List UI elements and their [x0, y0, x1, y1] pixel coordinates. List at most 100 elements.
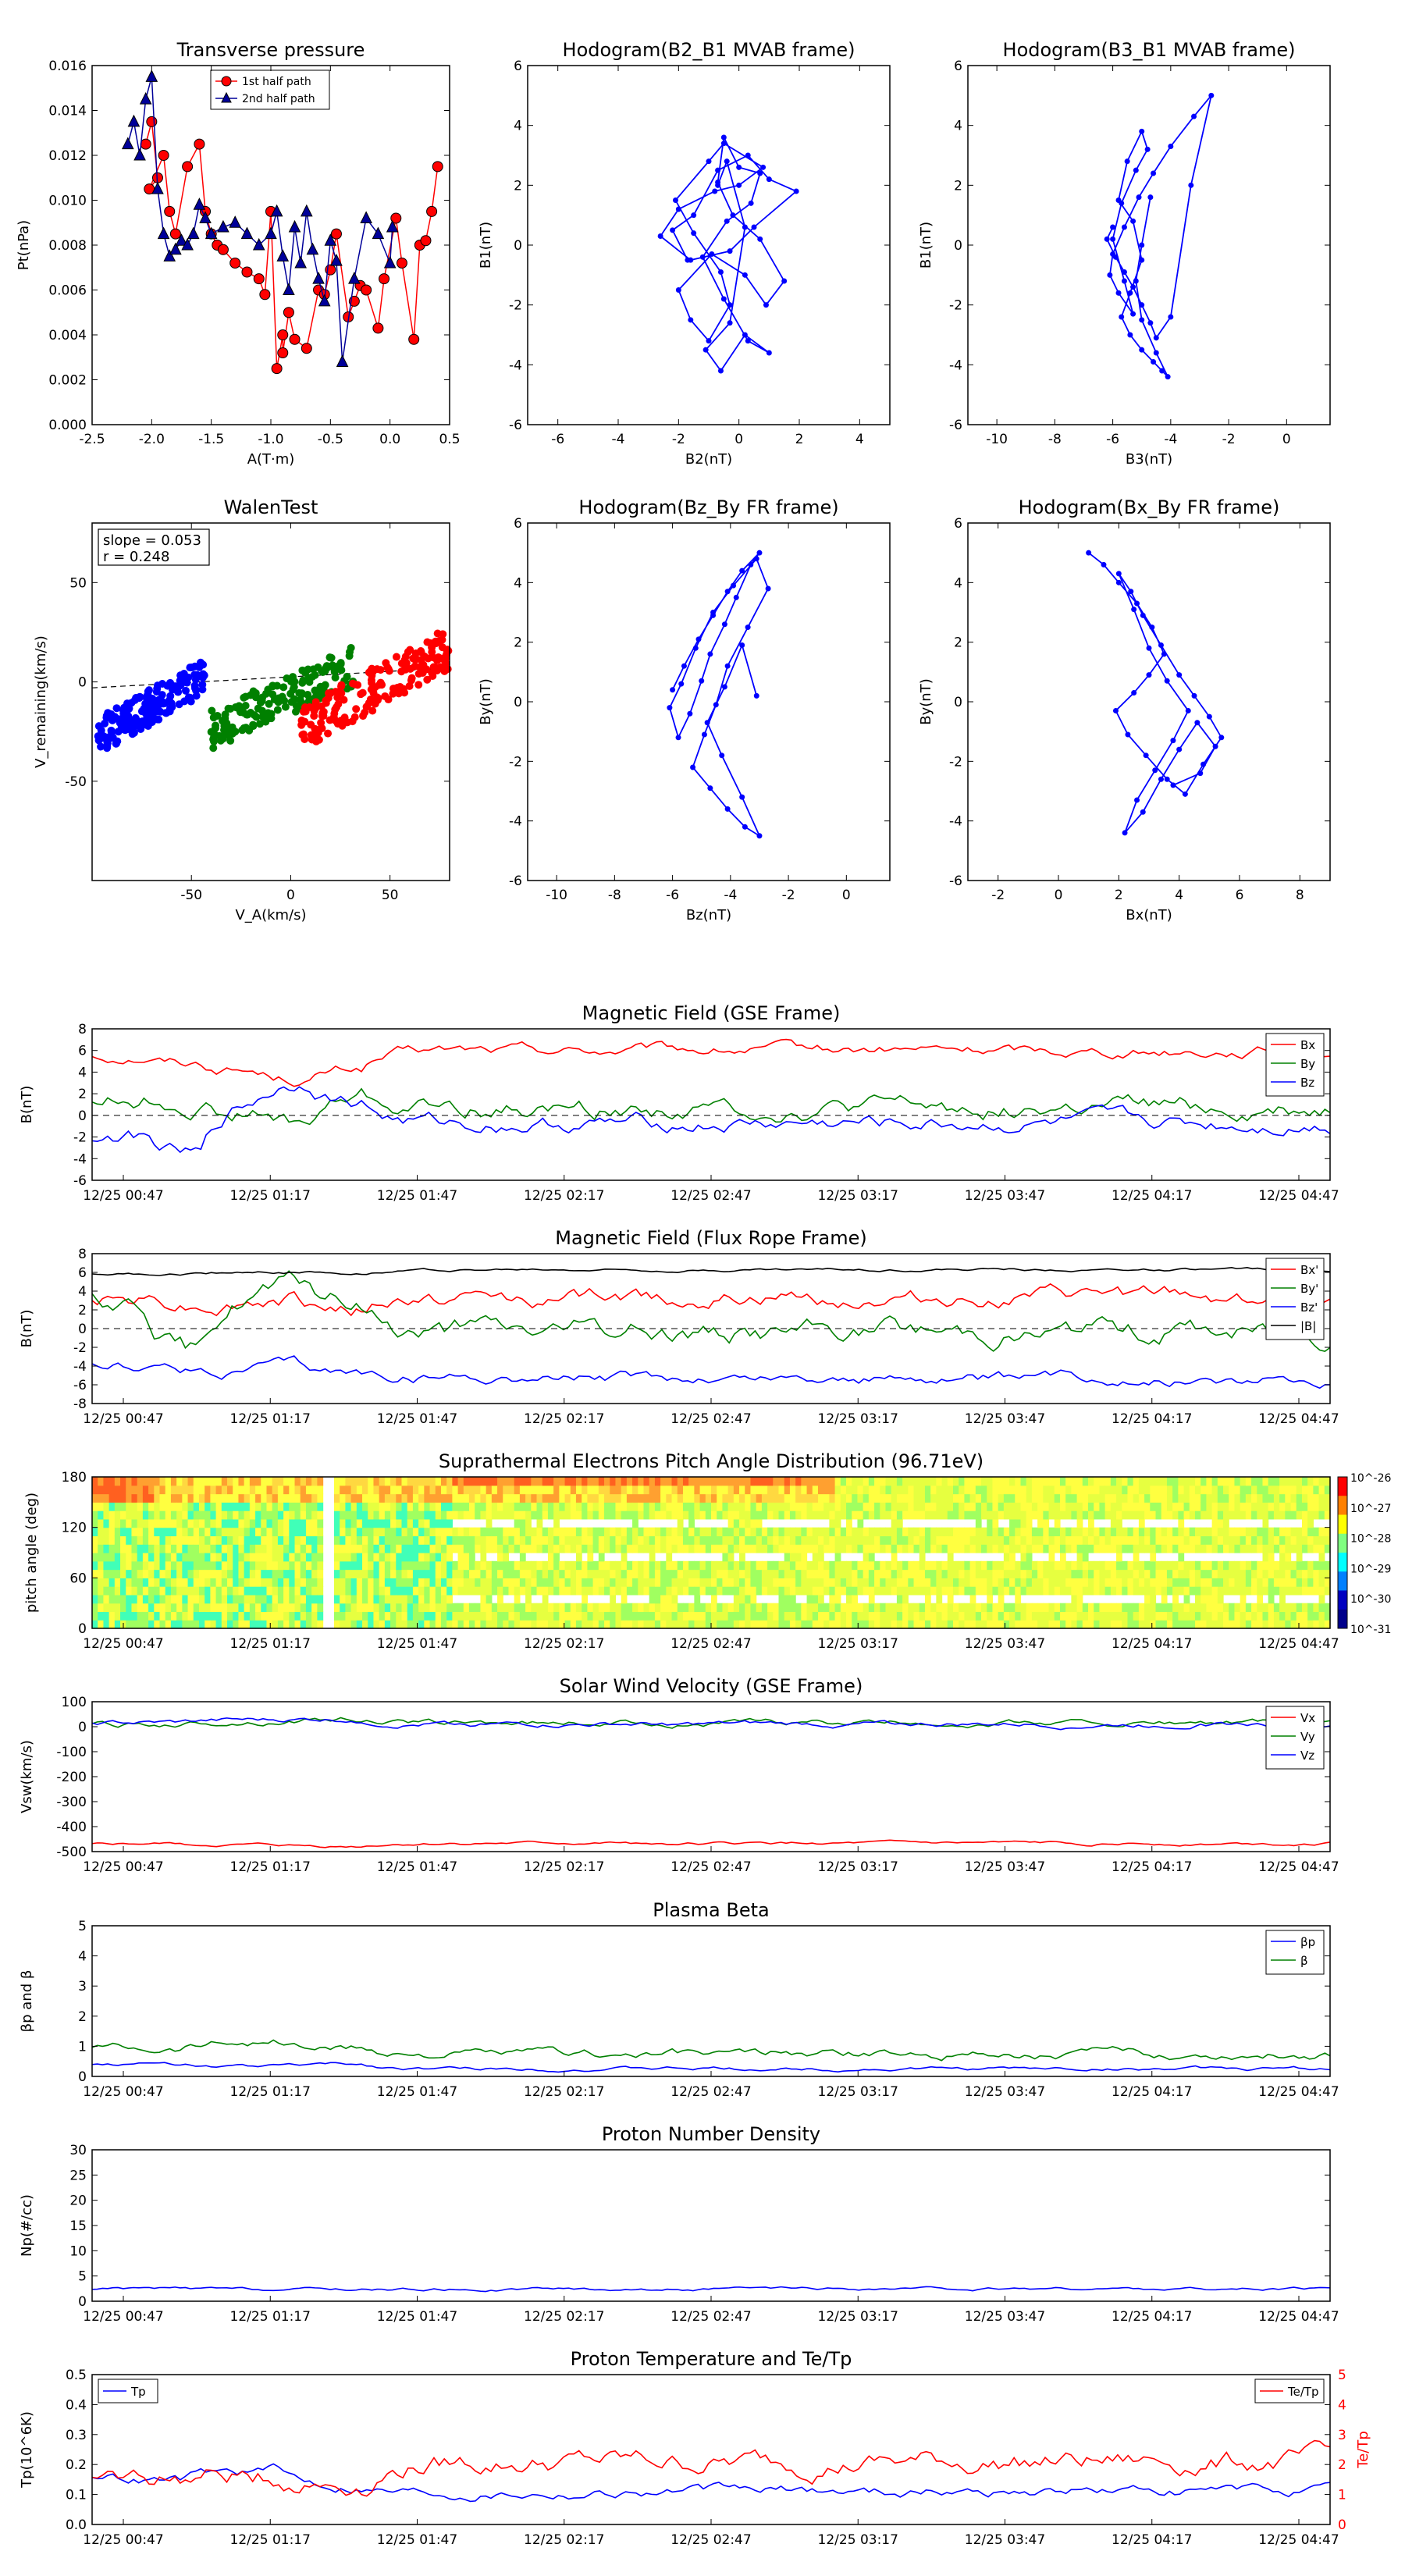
heatmap-cell [992, 1569, 999, 1578]
heatmap-cell [114, 1485, 121, 1495]
heatmap-cell [272, 1485, 279, 1495]
heatmap-cell [817, 1502, 824, 1511]
heatmap-cell [660, 1493, 667, 1503]
heatmap-cell [379, 1586, 386, 1596]
heatmap-cell [384, 1578, 391, 1587]
chart-title: Plasma Beta [653, 1899, 769, 1921]
heatmap-cell [103, 1578, 110, 1587]
heatmap-cell [345, 1620, 352, 1629]
heatmap-cell [1065, 1586, 1072, 1596]
heatmap-cell [936, 1620, 943, 1629]
data-point [1130, 284, 1136, 290]
data-point [190, 684, 199, 692]
heatmap-cell [1144, 1527, 1151, 1537]
series-line [91, 2039, 1331, 2062]
heatmap-cell [1082, 1485, 1089, 1495]
heatmap-cell [992, 1544, 999, 1553]
heatmap-cell [350, 1527, 357, 1537]
heatmap-cell [902, 1620, 909, 1629]
heatmap-cell [233, 1594, 240, 1604]
data-point [168, 703, 176, 711]
heatmap-cell [621, 1569, 628, 1578]
heatmap-cell [429, 1603, 436, 1613]
data-point [766, 176, 772, 183]
heatmap-cell [615, 1578, 622, 1587]
heatmap-cell [1065, 1527, 1072, 1537]
heatmap-cell [1178, 1569, 1185, 1578]
heatmap-cell [1194, 1493, 1201, 1503]
heatmap-cell [1144, 1569, 1151, 1578]
data-point [400, 688, 409, 697]
heatmap-cell [924, 1569, 931, 1578]
heatmap-cell [333, 1485, 340, 1495]
heatmap-cell [480, 1485, 487, 1495]
heatmap-cell [1155, 1510, 1162, 1520]
heatmap-cell [469, 1510, 475, 1520]
heatmap-cell [503, 1603, 510, 1613]
heatmap-cell [418, 1611, 425, 1621]
heatmap-cell [745, 1535, 752, 1545]
heatmap-cell [654, 1502, 661, 1511]
heatmap-cell [1020, 1560, 1027, 1571]
heatmap-cell [277, 1569, 284, 1578]
heatmap-cell [699, 1510, 706, 1520]
data-point [290, 695, 298, 703]
heatmap-cell [98, 1493, 105, 1503]
heatmap-cell [1189, 1578, 1196, 1587]
heatmap-cell [598, 1586, 605, 1596]
heatmap-cell [452, 1578, 459, 1587]
heatmap-cell [1026, 1578, 1033, 1587]
heatmap-cell [497, 1586, 503, 1596]
heatmap-cell [739, 1586, 745, 1596]
heatmap-cell [699, 1620, 706, 1629]
heatmap-cell [261, 1527, 268, 1537]
heatmap-cell [694, 1611, 701, 1621]
heatmap-cell [1301, 1620, 1308, 1629]
heatmap-cell [1122, 1544, 1129, 1553]
heatmap-cell [795, 1510, 802, 1520]
heatmap-cell [1240, 1502, 1247, 1511]
heatmap-cell [227, 1611, 233, 1621]
heatmap-cell [536, 1493, 543, 1503]
heatmap-cell [829, 1544, 836, 1553]
heatmap-cell [1076, 1560, 1083, 1571]
heatmap-cell [739, 1594, 745, 1604]
heatmap-cell [547, 1502, 554, 1511]
heatmap-cell [852, 1620, 859, 1629]
heatmap-cell [519, 1510, 526, 1520]
heatmap-cell [823, 1477, 830, 1486]
heatmap-cell [1200, 1493, 1207, 1503]
heatmap-cell [1094, 1493, 1101, 1503]
heatmap-cell [952, 1560, 959, 1571]
heatmap-cell [885, 1510, 892, 1520]
heatmap-cell [975, 1586, 982, 1596]
heatmap-cell [688, 1578, 695, 1587]
heatmap-cell [1178, 1578, 1185, 1587]
heatmap-cell [1183, 1477, 1190, 1486]
heatmap-cell [92, 1485, 98, 1495]
heatmap-cell [947, 1586, 954, 1596]
heatmap-cell [863, 1611, 870, 1621]
heatmap-cell [379, 1485, 386, 1495]
heatmap-cell [908, 1586, 915, 1596]
heatmap-cell [350, 1485, 357, 1495]
heatmap-cell [311, 1560, 318, 1571]
heatmap-cell [1262, 1477, 1269, 1486]
heatmap-cell [868, 1611, 875, 1621]
heatmap-cell [592, 1544, 599, 1553]
heatmap-cell [1020, 1502, 1027, 1511]
heatmap-cell [126, 1620, 133, 1629]
heatmap-cell [1279, 1553, 1286, 1562]
heatmap-cell [244, 1569, 251, 1578]
heatmap-cell [1200, 1578, 1207, 1587]
heatmap-cell [778, 1586, 785, 1596]
legend-label: By [1300, 1057, 1315, 1071]
y-tick-label: 60 [69, 1571, 87, 1586]
heatmap-cell [1110, 1578, 1117, 1587]
heatmap-cell [108, 1544, 116, 1553]
heatmap-cell [1301, 1493, 1308, 1503]
heatmap-cell [142, 1578, 149, 1587]
heatmap-cell [823, 1569, 830, 1578]
heatmap-cell [1150, 1594, 1157, 1604]
heatmap-cell [120, 1560, 126, 1571]
